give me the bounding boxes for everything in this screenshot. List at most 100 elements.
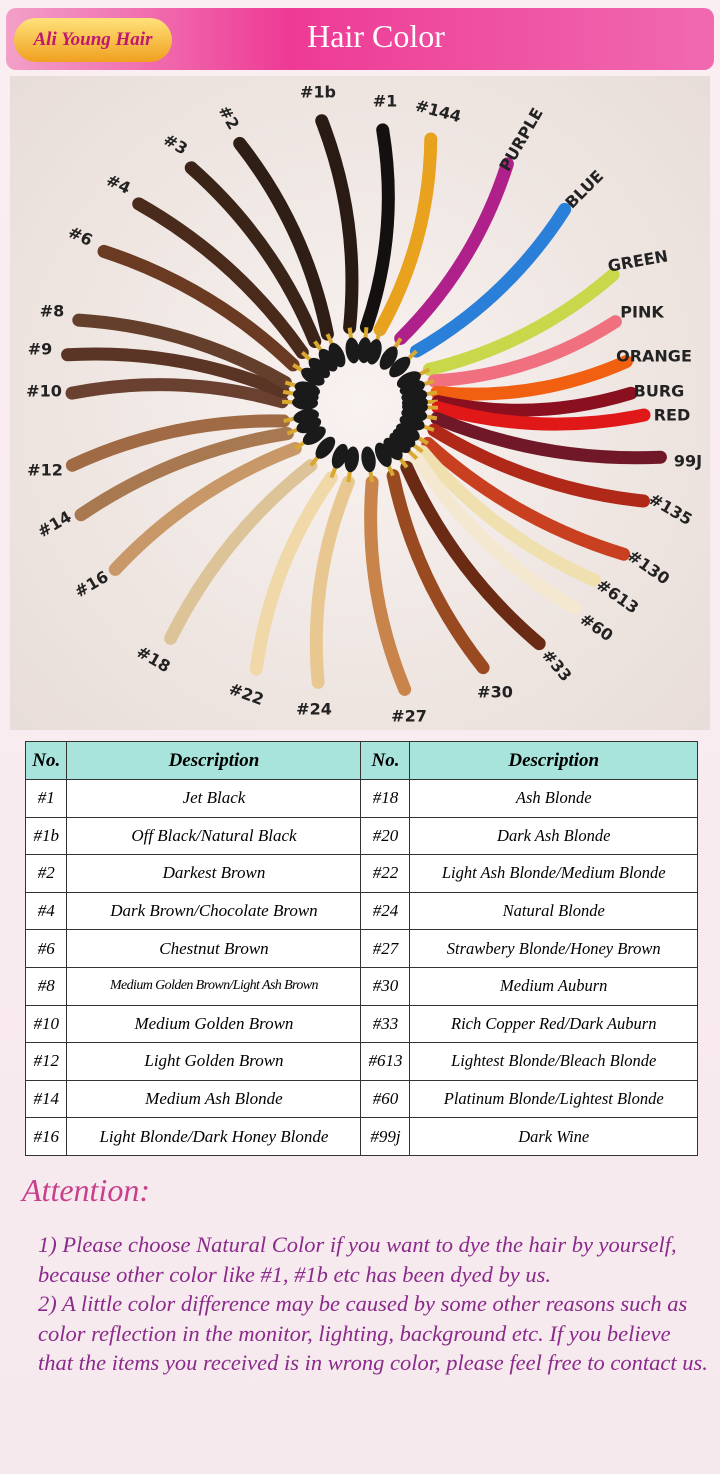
swatch-label: 99J <box>674 452 702 471</box>
ring-clip <box>328 342 346 368</box>
swatch-label: RED <box>654 406 691 425</box>
hair-swatch <box>409 202 572 358</box>
table-row: #10 Medium Golden Brown #33 Rich Copper Red… <box>24 1004 698 1044</box>
table-cell: #12 <box>24 1042 68 1081</box>
table-cell: #16 <box>24 1117 68 1156</box>
table-cell: Strawbery Blonde/Honey Brown <box>409 929 698 968</box>
hair-swatch <box>359 123 395 334</box>
hair-swatch <box>61 347 290 399</box>
swatch-label: PURPLE <box>495 104 546 174</box>
table-cell: #60 <box>360 1079 411 1119</box>
ring-clip <box>294 381 320 397</box>
column-header: Description <box>409 741 698 780</box>
table-cell: #1 <box>24 779 68 818</box>
hair-swatch <box>422 268 620 376</box>
hair-swatch <box>65 414 291 472</box>
table-cell: #22 <box>360 854 411 893</box>
table-row: #16 Light Blonde/Dark Honey Blonde #99j Dar… <box>24 1117 698 1156</box>
hair-swatch <box>309 475 355 689</box>
hair-swatch <box>315 114 359 335</box>
table-cell: Natural Blonde <box>409 891 698 931</box>
swatch-label: ORANGE <box>616 347 692 366</box>
swatch-label: #613 <box>593 575 642 617</box>
swatch-label: #3 <box>160 130 191 159</box>
swatch-label: GREEN <box>606 246 669 275</box>
table-cell: Jet Black <box>66 779 362 818</box>
table-row: #4 Dark Brown/Chocolate Brown #24 Natural B… <box>24 891 698 931</box>
table-cell: #8 <box>24 966 68 1006</box>
table-cell: Medium Golden Brown <box>66 1004 362 1044</box>
ring-clip <box>389 432 411 454</box>
table-cell: Platinum Blonde/Lightest Blonde <box>409 1079 698 1119</box>
swatch-label: #27 <box>391 707 427 726</box>
hair-swatch <box>431 386 638 417</box>
table-cell: Medium Auburn <box>409 966 698 1006</box>
hair-swatch <box>427 423 650 508</box>
swatch-label: #10 <box>26 382 62 401</box>
table-cell: Dark Ash Blonde <box>409 816 698 856</box>
ring-clip <box>302 426 326 445</box>
table-cell: #33 <box>360 1004 411 1044</box>
swatch-label: #22 <box>226 679 266 709</box>
ring-clip <box>293 408 319 424</box>
table-cell: #24 <box>360 891 411 931</box>
hair-swatch <box>410 452 583 616</box>
swatch-label: BLUE <box>561 166 607 212</box>
swatch-label: #1b <box>300 83 336 102</box>
swatch-label: #12 <box>27 461 63 480</box>
table-cell: Ash Blonde <box>409 779 698 818</box>
hair-swatch <box>373 132 438 337</box>
hair-swatch <box>400 460 546 651</box>
ring-clip <box>331 443 348 469</box>
table-cell: Chestnut Brown <box>66 929 362 968</box>
swatch-label: #18 <box>133 642 173 676</box>
ring-clip <box>308 357 331 379</box>
table-cell: Off Black/Natural Black <box>66 816 362 856</box>
hair-swatch <box>430 355 633 401</box>
table-row: #1 Jet Black #18 Ash Blonde <box>24 779 698 818</box>
table-cell: Rich Copper Red/Dark Auburn <box>409 1004 698 1044</box>
table-row: #2 Darkest Brown #22 Light Ash Blonde/Mediu… <box>24 854 698 893</box>
table-cell: Light Golden Brown <box>66 1042 362 1081</box>
swatch-label: #14 <box>34 507 74 541</box>
column-header: No. <box>360 741 411 780</box>
swatch-label: #33 <box>538 646 575 686</box>
table-row: #6 Chestnut Brown #27 Strawbery Blonde/Hone… <box>24 929 698 968</box>
hair-swatch <box>72 313 292 389</box>
ring-clip <box>374 442 392 467</box>
swatch-label: BURG <box>634 382 685 401</box>
table-cell: #99j <box>360 1117 411 1156</box>
header-title: Hair Color <box>307 18 445 54</box>
hair-swatch <box>386 469 490 675</box>
hair-swatch <box>97 244 300 372</box>
hair-swatch <box>431 401 651 431</box>
swatch-label: #135 <box>645 489 695 529</box>
ring-clip <box>301 367 325 386</box>
table-cell: #27 <box>360 929 411 968</box>
swatch-label: #24 <box>296 700 332 719</box>
hair-swatch <box>249 471 338 676</box>
swatch-label: #30 <box>477 683 513 702</box>
ring-clip <box>315 436 336 459</box>
table-row: #12 Light Golden Brown #613 Lightest Blonde… <box>24 1042 698 1081</box>
hair-swatch <box>430 411 667 465</box>
table-cell: Darkest Brown <box>66 854 362 893</box>
swatch-label: PINK <box>620 303 664 322</box>
table-cell: Medium Golden Brown/Light Ash Brown <box>66 966 362 1006</box>
swatch-label: #144 <box>413 96 463 126</box>
table-cell: Light Ash Blonde/Medium Blonde <box>409 854 698 893</box>
hair-swatch <box>184 161 322 348</box>
brand-logo: Ali Young Hair <box>14 18 172 62</box>
table-cell: #20 <box>360 816 411 856</box>
hair-swatch <box>394 157 514 345</box>
header-bar: Ali Young Hair Hair Color <box>6 8 714 70</box>
ring-clip <box>361 446 376 473</box>
hair-swatch <box>427 315 622 388</box>
swatch-label: #2 <box>215 102 244 133</box>
table-cell: Light Blonde/Dark Honey Blonde <box>66 1117 362 1156</box>
attention-item: 2) A little color difference may be caus… <box>38 1291 708 1375</box>
table-cell: #14 <box>24 1079 68 1119</box>
ring-clip <box>383 437 403 461</box>
hair-swatch <box>415 445 602 587</box>
